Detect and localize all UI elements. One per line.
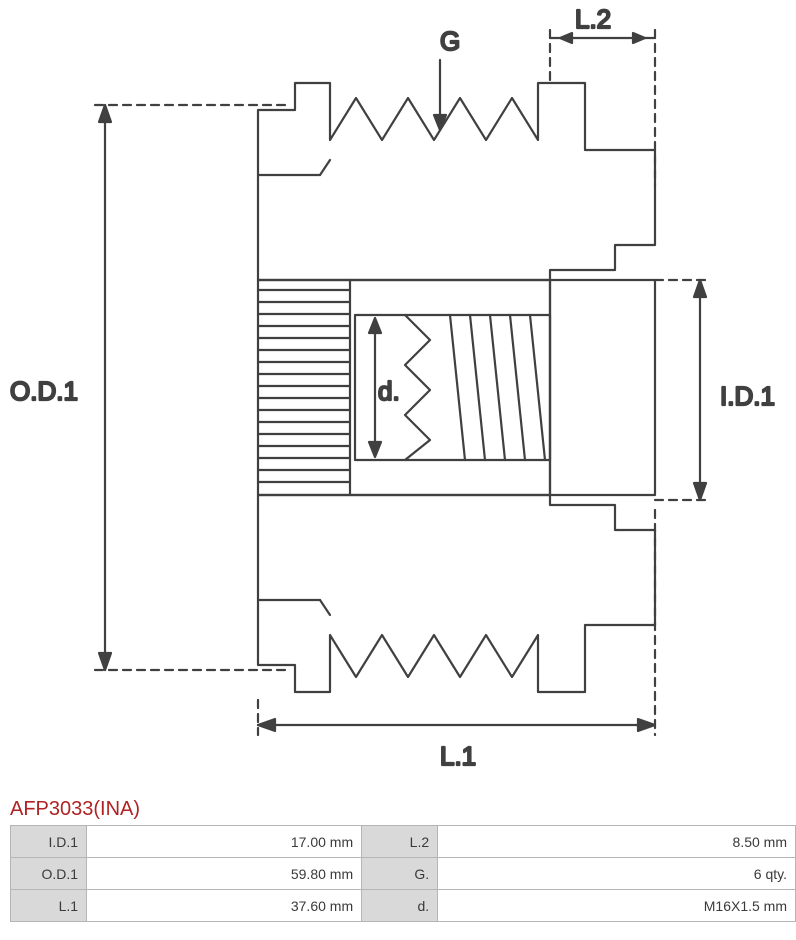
table-row: O.D.159.80 mmG.6 qty. — [11, 858, 796, 890]
label-d: d. — [378, 376, 400, 406]
table-row: L.137.60 mmd.M16X1.5 mm — [11, 890, 796, 922]
part-number-title: AFP3033(INA) — [0, 790, 796, 825]
spec-label: I.D.1 — [11, 826, 87, 858]
technical-drawing: L.2 G O.D.1 I.D.1 L.1 — [0, 0, 796, 790]
table-row: I.D.117.00 mmL.28.50 mm — [11, 826, 796, 858]
label-L2: L.2 — [575, 4, 611, 34]
spec-label: O.D.1 — [11, 858, 87, 890]
label-G: G — [440, 26, 460, 56]
spec-label: d. — [362, 890, 438, 922]
spec-value: 6 qty. — [438, 858, 796, 890]
spec-value: 17.00 mm — [87, 826, 362, 858]
spec-value: M16X1.5 mm — [438, 890, 796, 922]
spec-value: 37.60 mm — [87, 890, 362, 922]
label-OD1: O.D.1 — [10, 376, 78, 406]
label-L1: L.1 — [440, 741, 476, 771]
spec-value: 59.80 mm — [87, 858, 362, 890]
spec-label: G. — [362, 858, 438, 890]
label-ID1: I.D.1 — [720, 381, 775, 411]
spec-label: L.1 — [11, 890, 87, 922]
spec-label: L.2 — [362, 826, 438, 858]
spec-table: I.D.117.00 mmL.28.50 mmO.D.159.80 mmG.6 … — [10, 825, 796, 922]
spec-value: 8.50 mm — [438, 826, 796, 858]
